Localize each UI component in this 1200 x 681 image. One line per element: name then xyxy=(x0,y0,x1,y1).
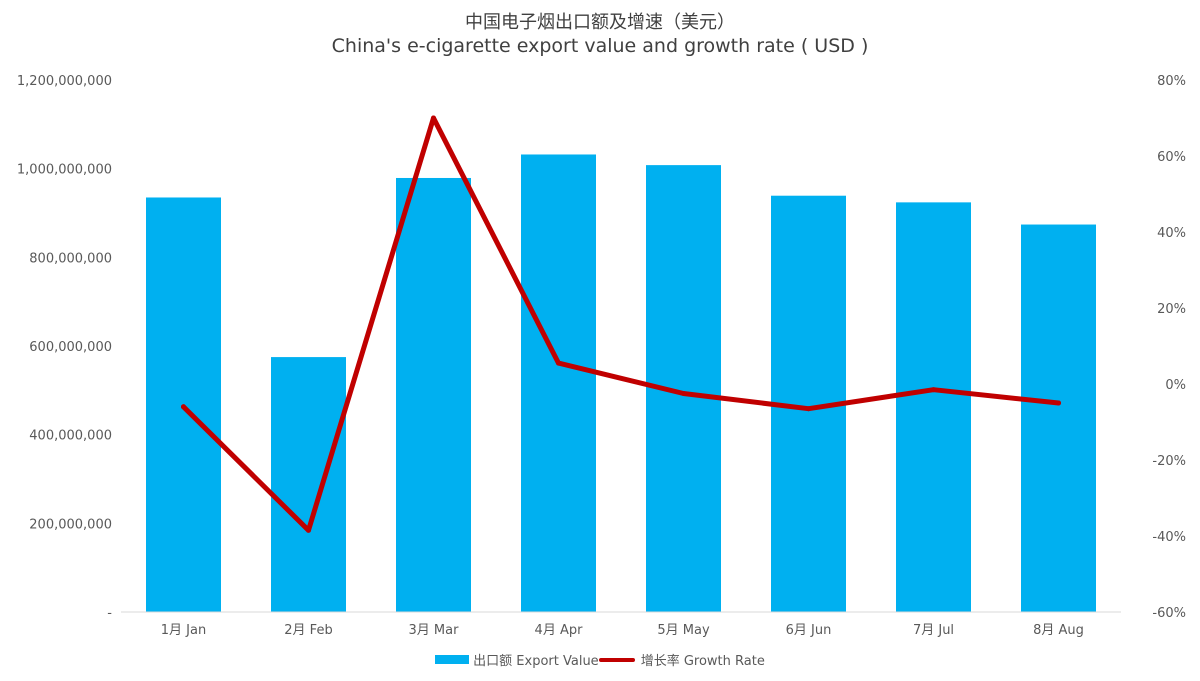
y-right-tick-label: -40% xyxy=(1152,530,1186,545)
growth-rate-point xyxy=(181,404,186,410)
y-left-tick-label: 600,000,000 xyxy=(29,340,112,355)
growth-rate-point xyxy=(806,406,811,412)
bar xyxy=(1021,224,1096,612)
y-right-tick-label: 80% xyxy=(1157,74,1186,89)
y-left-tick-label: 400,000,000 xyxy=(29,429,112,444)
chart-title-en: China's e-cigarette export value and gro… xyxy=(331,35,869,57)
x-tick-label: 6月 Jun xyxy=(786,623,832,638)
growth-rate-point xyxy=(431,115,436,121)
y-right-tick-label: 40% xyxy=(1157,226,1186,241)
y-left-tick-label: - xyxy=(107,606,112,621)
chart-title-cn: 中国电子烟出口额及增速（美元） xyxy=(465,12,735,33)
y-right-tick-label: 60% xyxy=(1157,150,1186,165)
growth-rate-point xyxy=(556,360,561,366)
y-left-tick-label: 1,200,000,000 xyxy=(17,74,112,89)
legend-swatch-line xyxy=(598,657,635,662)
y-right-tick-label: -20% xyxy=(1152,454,1186,469)
growth-rate-point xyxy=(681,391,686,396)
x-tick-label: 4月 Apr xyxy=(535,623,584,638)
bar xyxy=(896,202,971,613)
bar xyxy=(521,154,596,613)
y-left-tick-label: 800,000,000 xyxy=(29,251,112,266)
y-left-tick-label: 1,000,000,000 xyxy=(17,163,112,178)
y-right-tick-label: 0% xyxy=(1165,378,1186,393)
x-tick-label: 7月 Jul xyxy=(913,623,954,638)
x-tick-label: 2月 Feb xyxy=(284,623,332,638)
growth-rate-point xyxy=(931,387,936,393)
legend-swatch-bar xyxy=(435,655,470,664)
x-tick-label: 3月 Mar xyxy=(409,623,460,638)
growth-rate-line xyxy=(181,115,1061,533)
x-tick-label: 1月 Jan xyxy=(161,623,206,638)
y-right-tick-label: 20% xyxy=(1157,302,1186,317)
bar xyxy=(396,177,471,612)
y-right-tick-label: -60% xyxy=(1152,606,1186,621)
legend-item-export-value: 出口额 Export Value xyxy=(435,650,599,669)
growth-rate-point xyxy=(306,527,311,533)
legend-label-growth-rate: 增长率 Growth Rate xyxy=(640,654,765,669)
legend-label-export-value: 出口额 Export Value xyxy=(473,654,599,669)
growth-rate-point xyxy=(1056,400,1061,406)
x-tick-label: 8月 Aug xyxy=(1033,623,1084,638)
x-tick-label: 5月 May xyxy=(657,623,710,638)
legend-item-growth-rate: 增长率 Growth Rate xyxy=(598,650,765,669)
legend: 出口额 Export Value 增长率 Growth Rate xyxy=(0,650,1200,669)
y-left-tick-label: 200,000,000 xyxy=(29,517,112,532)
bar xyxy=(271,357,346,612)
